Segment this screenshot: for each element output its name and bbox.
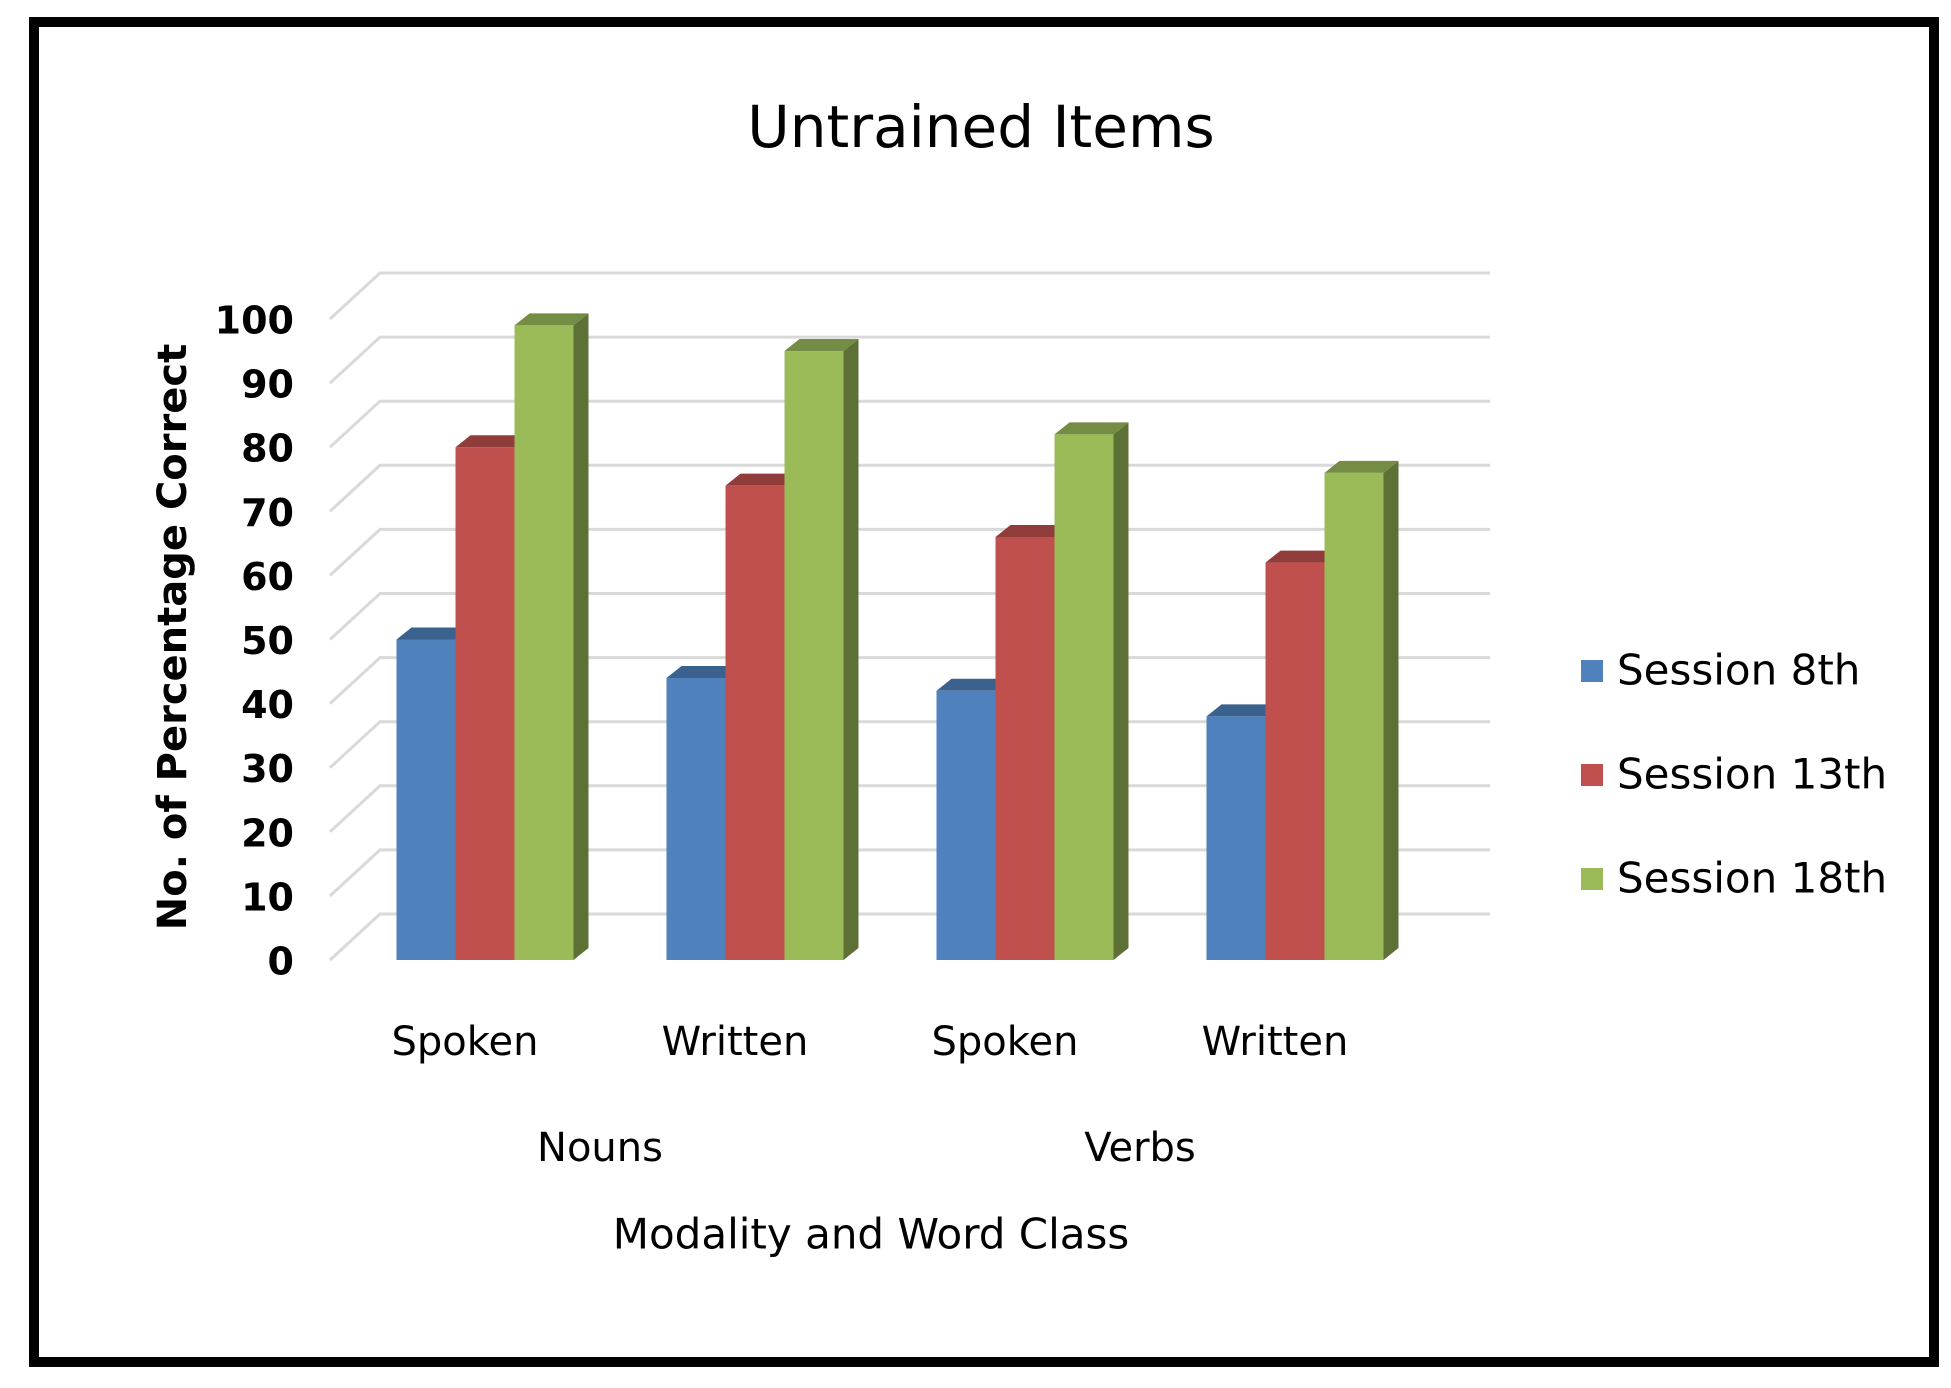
y-tick-label: 100 [215, 299, 294, 343]
x-tick-label: Spoken [932, 1019, 1079, 1065]
y-tick-label: 10 [241, 875, 294, 919]
x-tick-label: Spoken [392, 1019, 539, 1065]
bar-front [396, 639, 456, 960]
bar-top [936, 678, 1011, 691]
legend-label: Session 13th [1617, 750, 1887, 799]
bar-side [843, 339, 859, 960]
bar-front [514, 325, 574, 960]
x-tick-label: Written [1202, 1019, 1349, 1065]
bar-front [1324, 472, 1384, 960]
y-tick-label: 70 [241, 491, 294, 535]
y-tick-label: 30 [241, 747, 294, 791]
bar-front [1054, 434, 1114, 960]
bar-top [1265, 550, 1340, 563]
x-tick-label: Written [662, 1019, 809, 1065]
bar-front [995, 536, 1055, 960]
bar-front [784, 351, 844, 960]
x-axis-title: Modality and Word Class [613, 1210, 1130, 1259]
legend-swatch [1581, 660, 1603, 682]
y-axis-title: No. of Percentage Correct [150, 344, 196, 930]
bar-front [1206, 716, 1266, 960]
bar [1324, 460, 1399, 960]
grid-line [328, 271, 1490, 321]
group-label: Nouns [537, 1125, 663, 1171]
legend-swatch [1581, 868, 1603, 890]
group-label: Verbs [1084, 1125, 1196, 1171]
bar-top [1054, 422, 1129, 435]
y-tick-label: 20 [241, 811, 294, 855]
y-tick-label: 90 [241, 363, 294, 407]
y-tick-label: 80 [241, 427, 294, 471]
bar-top [666, 665, 741, 678]
bar-front [725, 485, 785, 960]
bar-side [1113, 422, 1129, 960]
grid-line [328, 335, 1490, 385]
bar-front [1265, 562, 1325, 960]
y-tick-label: 0 [268, 940, 294, 984]
y-tick-label: 60 [241, 555, 294, 599]
bar-top [784, 339, 859, 352]
bar-front [455, 447, 515, 960]
bar-top [396, 627, 471, 640]
bar-top [725, 473, 800, 486]
bar [1054, 422, 1129, 960]
bar [784, 339, 859, 960]
bar-front [936, 690, 996, 960]
y-tick-label: 50 [241, 619, 294, 663]
bar-top [995, 524, 1070, 537]
bar-side [573, 313, 589, 960]
bar-front [666, 677, 726, 960]
y-tick-label: 40 [241, 683, 294, 727]
legend-swatch [1581, 764, 1603, 786]
bar-side [1383, 460, 1399, 960]
grid-line [328, 399, 1490, 449]
bar-top [455, 435, 530, 448]
bar-top [514, 313, 589, 326]
bar-top [1324, 460, 1399, 473]
bar [514, 313, 589, 960]
chart-title: Untrained Items [747, 93, 1214, 161]
legend-label: Session 8th [1617, 646, 1860, 695]
legend-label: Session 18th [1617, 854, 1887, 903]
bar-top [1206, 704, 1281, 717]
